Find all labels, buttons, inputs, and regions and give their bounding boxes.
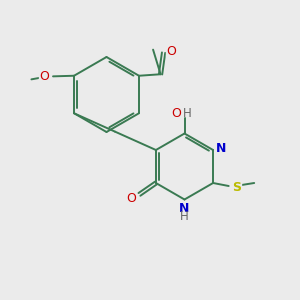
Text: O: O [171, 107, 181, 121]
Bar [216, 144, 227, 153]
Text: O: O [40, 70, 50, 83]
Text: H: H [183, 107, 192, 121]
Bar [179, 204, 190, 213]
Bar [166, 46, 177, 56]
Bar [39, 72, 50, 81]
Bar [171, 110, 181, 118]
Text: N: N [179, 202, 190, 215]
Text: O: O [127, 191, 136, 205]
Text: N: N [216, 142, 227, 155]
Text: O: O [167, 45, 176, 58]
Bar [126, 194, 137, 202]
Bar [231, 183, 242, 192]
Text: S: S [232, 181, 241, 194]
Text: H: H [180, 210, 189, 223]
